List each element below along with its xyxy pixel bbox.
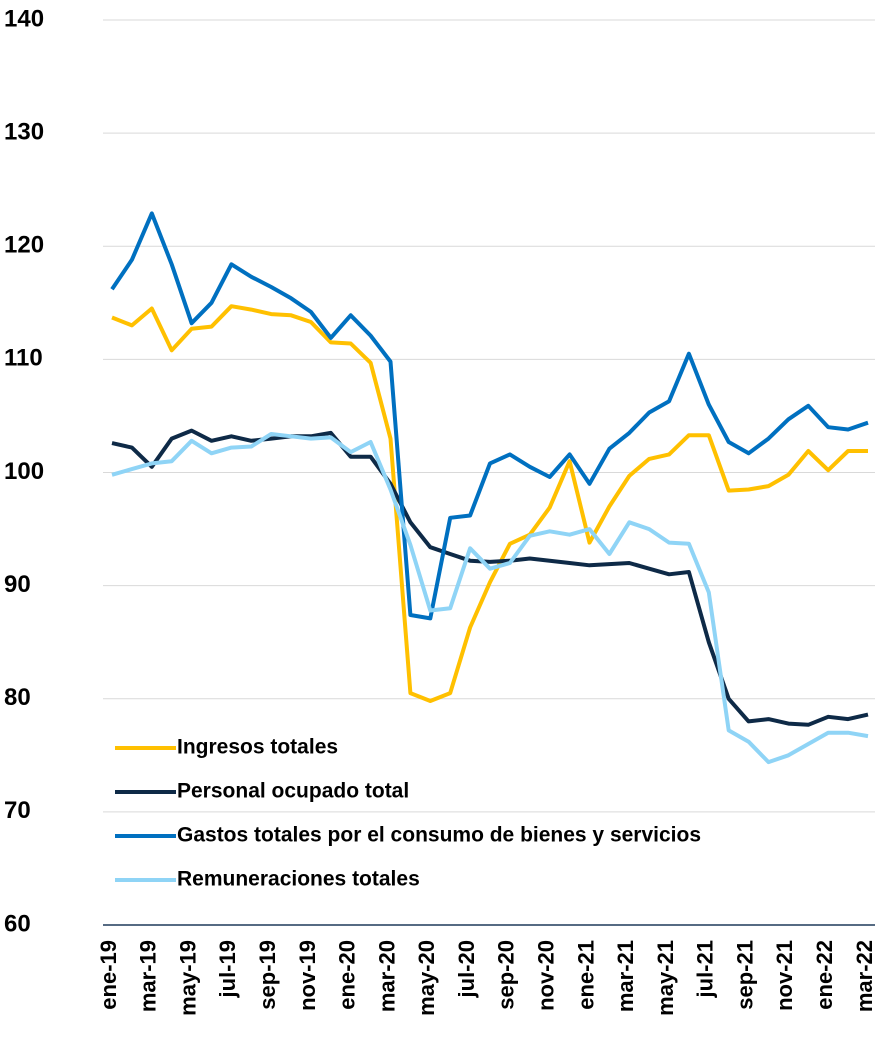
y-tick-label: 90	[4, 571, 31, 598]
x-tick-label: nov-19	[295, 940, 320, 1011]
x-tick-label: sep-19	[255, 940, 280, 1010]
x-tick-label: mar-22	[852, 940, 877, 1012]
series-line	[111, 304, 868, 703]
y-tick-label: 70	[4, 797, 31, 824]
y-tick-label: 110	[4, 345, 43, 372]
x-tick-label: mar-21	[613, 940, 638, 1012]
x-tick-label: may-21	[653, 940, 678, 1016]
x-tick-label: ene-21	[573, 940, 598, 1010]
x-tick-label: may-19	[175, 940, 200, 1016]
series-line	[110, 211, 869, 621]
x-tick-label: jul-19	[215, 940, 240, 998]
x-tick-label: ene-22	[812, 940, 837, 1010]
y-tick-label: 60	[4, 910, 31, 937]
legend-label: Personal ocupado total	[177, 780, 409, 803]
x-tick-label: mar-19	[136, 940, 161, 1012]
x-tick-label: nov-20	[533, 940, 558, 1011]
y-tick-label: 140	[4, 5, 44, 32]
legend-label: Remuneraciones totales	[177, 868, 420, 891]
x-tick-label: nov-21	[772, 940, 797, 1011]
legend-label: Gastos totales por el consumo de bienes …	[177, 824, 701, 847]
x-tick-label: sep-21	[732, 940, 757, 1010]
series-line	[111, 428, 869, 727]
y-tick-label: 80	[4, 684, 31, 711]
y-tick-label: 130	[4, 118, 44, 145]
series-line	[111, 432, 869, 765]
y-tick-label: 100	[4, 458, 44, 485]
x-tick-label: jul-20	[454, 940, 479, 998]
legend-label: Ingresos totales	[177, 736, 338, 759]
x-tick-label: mar-20	[374, 940, 399, 1012]
x-tick-label: sep-20	[494, 940, 519, 1010]
x-tick-label: jul-21	[693, 940, 718, 998]
x-tick-label: ene-19	[96, 940, 121, 1010]
y-tick-label: 120	[4, 232, 44, 259]
x-tick-label: ene-20	[335, 940, 360, 1010]
x-tick-label: may-20	[414, 940, 439, 1016]
